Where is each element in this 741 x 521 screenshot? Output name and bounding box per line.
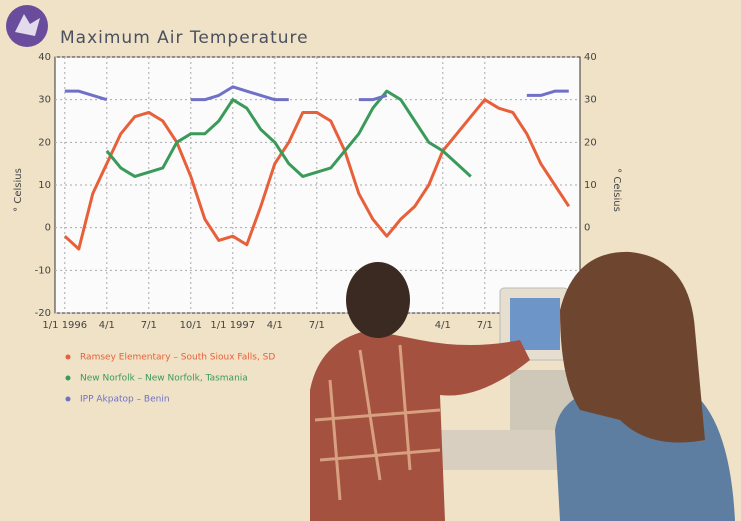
- y-tick-label: 40: [38, 52, 51, 63]
- series-line: [64, 85, 569, 102]
- plot-area: [54, 56, 581, 314]
- y2-tick-label: 40: [584, 52, 597, 63]
- x-tick-label: 7/1: [309, 320, 325, 331]
- y2-tick-label: 0: [584, 223, 590, 234]
- x-tick-label: 10/1: [180, 320, 202, 331]
- x-tick-label: 4/1: [435, 320, 451, 331]
- legend-marker: [65, 375, 71, 381]
- series-line: [63, 98, 571, 251]
- chart-title: Maximum Air Temperature: [60, 28, 309, 48]
- x-tick-label: 7/1: [477, 320, 493, 331]
- y-tick-label: 0: [45, 223, 51, 234]
- legend-label: IPP Akpatop – Benin: [80, 395, 170, 405]
- girl-hair: [560, 251, 705, 443]
- shirt-plaid: [314, 344, 441, 501]
- logo-mark: [15, 14, 40, 36]
- x-tick-label: 4/1: [99, 320, 115, 331]
- series-line: [105, 89, 472, 178]
- y2-tick-label: 30: [584, 95, 597, 106]
- y2-tick-label: 10: [584, 180, 597, 191]
- y-tick-label: 10: [38, 180, 51, 191]
- y-axis-label: ° Celsius: [13, 168, 24, 212]
- y2-tick-label: 20: [584, 137, 597, 148]
- boy-head: [346, 262, 410, 338]
- y-tick-label: -20: [35, 308, 51, 319]
- legend-label: New Norfolk – New Norfolk, Tasmania: [80, 374, 248, 384]
- y-tick-label: 30: [38, 95, 51, 106]
- x-tick-label: 4/1: [267, 320, 283, 331]
- x-tick-label: 1/1 1996: [42, 320, 87, 331]
- y-tick-label: 20: [38, 137, 51, 148]
- legend-label: Ramsey Elementary – South Sioux Falls, S…: [80, 353, 275, 363]
- photo: [310, 251, 735, 521]
- legend-marker: [65, 354, 71, 360]
- legend-marker: [65, 396, 71, 402]
- x-tick-label: 1/1 1997: [210, 320, 255, 331]
- y-tick-label: -10: [35, 265, 51, 276]
- y2-axis-label: ° Celsius: [611, 168, 622, 212]
- x-tick-label: 7/1: [141, 320, 157, 331]
